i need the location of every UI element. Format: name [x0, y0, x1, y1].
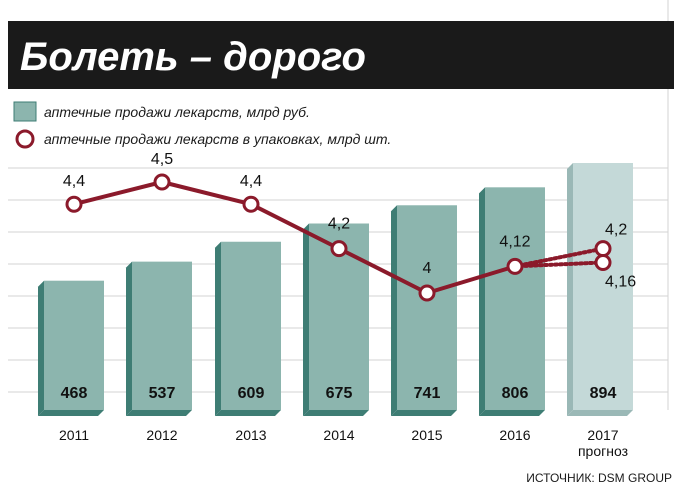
bar-side — [126, 261, 132, 416]
forecast-point — [594, 240, 612, 258]
line-point — [65, 195, 83, 213]
legend-line-label: аптечные продажи лекарств в упаковках, м… — [44, 131, 391, 147]
bar — [573, 163, 633, 410]
line-value-label: 4 — [423, 260, 432, 277]
line-point — [330, 240, 348, 258]
line-value-label: 4,12 — [499, 233, 530, 250]
line-value-label: 4,4 — [240, 173, 262, 190]
bar-value-label: 609 — [238, 385, 265, 402]
line-value-label: 4,2 — [328, 216, 350, 233]
line-point — [153, 173, 171, 191]
forecast-line — [513, 246, 605, 269]
line-point — [418, 284, 436, 302]
x-tick-label: 2015 — [411, 427, 442, 443]
forecast-line — [513, 260, 605, 269]
bar-value-label: 468 — [61, 385, 88, 402]
line-value-label: 4,4 — [63, 173, 85, 190]
bar-value-label: 894 — [590, 385, 617, 402]
line-value-labels: 4,4 4,5 4,4 4,2 4 4,12 4,2 4,16 — [63, 151, 636, 290]
x-tick-label: 2012 — [146, 427, 177, 443]
bar — [397, 205, 457, 410]
bar — [132, 261, 192, 410]
bar-side — [567, 163, 573, 416]
x-tick-label: 2014 — [323, 427, 354, 443]
bar — [485, 187, 545, 410]
x-tick-label: 2016 — [499, 427, 530, 443]
x-tick-label: 2011 — [59, 427, 89, 443]
bars — [38, 163, 633, 416]
x-tick-label: 2013 — [235, 427, 266, 443]
line-point — [506, 257, 524, 275]
line-value-label: 4,5 — [151, 151, 173, 168]
title-background — [8, 21, 674, 89]
bar-bottom — [38, 410, 104, 416]
legend-line-marker — [15, 129, 35, 149]
bar-value-label: 741 — [414, 385, 441, 402]
source-note: ИСТОЧНИК: DSM GROUP — [526, 471, 672, 485]
line-series — [65, 173, 612, 302]
bar-value-label: 675 — [326, 385, 353, 402]
x-tick-note: прогноз — [578, 443, 628, 459]
bar-side — [303, 223, 309, 416]
x-tick-label: 2017 — [587, 427, 618, 443]
bar-bottom — [303, 410, 369, 416]
bar-side — [215, 241, 221, 416]
bar-bottom — [215, 410, 281, 416]
bar-bottom — [567, 410, 633, 416]
bar — [44, 280, 104, 410]
chart-title: Болеть – дорого — [20, 35, 366, 79]
bar-side — [38, 280, 44, 416]
bar-value-label: 537 — [149, 385, 176, 402]
bar-side — [479, 187, 485, 416]
bar-value-label: 806 — [502, 385, 529, 402]
bar-value-labels: 468 537 609 675 741 806 894 — [61, 385, 617, 402]
bar-bottom — [126, 410, 192, 416]
line-point — [242, 195, 260, 213]
legend: аптечные продажи лекарств, млрд руб. апт… — [13, 101, 391, 149]
legend-bar-swatch — [13, 101, 37, 122]
line-series-path — [73, 180, 516, 295]
bar-bottom — [479, 410, 545, 416]
bar — [221, 241, 281, 410]
forecast-point — [594, 253, 612, 271]
title-block: Болеть – дорого — [8, 21, 674, 89]
forecast-value-label: 4,2 — [605, 222, 627, 239]
forecast-value-label: 4,16 — [605, 273, 636, 290]
bar-bottom — [391, 410, 457, 416]
bar-side — [391, 205, 397, 416]
legend-bar-label: аптечные продажи лекарств, млрд руб. — [44, 104, 310, 120]
